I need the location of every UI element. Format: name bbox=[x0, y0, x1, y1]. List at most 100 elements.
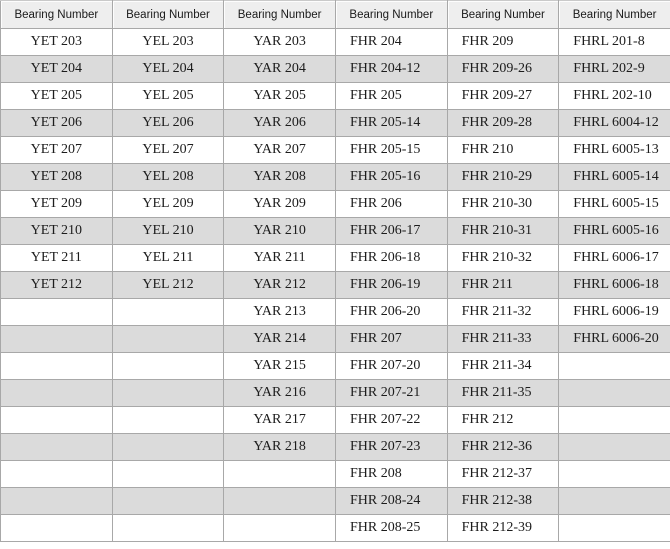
table-cell: FHR 210-29 bbox=[446, 163, 560, 191]
table-cell: FHR 207-23 bbox=[334, 433, 448, 461]
table-cell: FHRL 6005-13 bbox=[558, 136, 670, 164]
table-cell-empty bbox=[558, 433, 670, 461]
column-header-6: Bearing Number bbox=[558, 0, 670, 29]
table-cell-empty bbox=[111, 514, 225, 542]
table-row: YET 209 YEL 209 YAR 209 FHR 206 FHR 210-30 FH… bbox=[0, 190, 670, 218]
table-cell: FHR 207-21 bbox=[334, 379, 448, 407]
table-cell-empty bbox=[0, 379, 113, 407]
table-cell: YAR 215 bbox=[223, 352, 336, 380]
table-cell: YAR 204 bbox=[223, 55, 336, 83]
table-cell: YET 207 bbox=[0, 136, 113, 164]
table-cell: YAR 208 bbox=[223, 163, 336, 191]
table-cell: FHRL 6006-19 bbox=[558, 298, 670, 326]
table-cell-empty bbox=[558, 379, 670, 407]
table-cell-empty bbox=[223, 514, 336, 542]
table-cell-empty bbox=[558, 460, 670, 488]
table-row: YAR 215 FHR 207-20 FHR 211-34 bbox=[0, 352, 670, 380]
table-cell: FHR 205-15 bbox=[334, 136, 448, 164]
table-cell-empty bbox=[0, 325, 113, 353]
table-cell: FHR 207-22 bbox=[334, 406, 448, 434]
table-cell: FHR 204 bbox=[334, 28, 448, 56]
table-cell: FHR 211-33 bbox=[446, 325, 560, 353]
table-cell: FHR 212-37 bbox=[446, 460, 560, 488]
table-cell-empty bbox=[0, 460, 113, 488]
table-cell-empty bbox=[111, 379, 225, 407]
table-cell-empty bbox=[0, 352, 113, 380]
table-row: FHR 208-25 FHR 212-39 bbox=[0, 514, 670, 542]
table-cell: YAR 218 bbox=[223, 433, 336, 461]
table-cell: FHRL 202-9 bbox=[558, 55, 670, 83]
table-cell-empty bbox=[558, 487, 670, 515]
table-row: YET 211 YEL 211 YAR 211 FHR 206-18 FHR 210-3… bbox=[0, 244, 670, 272]
table-cell-empty bbox=[111, 298, 225, 326]
table-cell-empty bbox=[111, 352, 225, 380]
table-cell: FHR 212-38 bbox=[446, 487, 560, 515]
table-cell-empty bbox=[0, 514, 113, 542]
table-cell: FHR 210-32 bbox=[446, 244, 560, 272]
table-cell: YET 203 bbox=[0, 28, 113, 56]
table-cell-empty bbox=[558, 406, 670, 434]
table-cell: YAR 207 bbox=[223, 136, 336, 164]
table-cell: FHR 206-19 bbox=[334, 271, 448, 299]
table-cell: FHR 206-17 bbox=[334, 217, 448, 245]
table-cell: FHR 208 bbox=[334, 460, 448, 488]
table-cell: FHR 209-26 bbox=[446, 55, 560, 83]
table-cell: YET 206 bbox=[0, 109, 113, 137]
table-cell: FHR 209-27 bbox=[446, 82, 560, 110]
table-cell: YEL 208 bbox=[111, 163, 225, 191]
table-cell-empty bbox=[223, 487, 336, 515]
table-row: YET 204 YEL 204 YAR 204 FHR 204-12 FHR 209-2… bbox=[0, 55, 670, 83]
table-cell: FHR 208-24 bbox=[334, 487, 448, 515]
table-cell: FHR 211-32 bbox=[446, 298, 560, 326]
table-cell: YAR 214 bbox=[223, 325, 336, 353]
table-cell: YAR 217 bbox=[223, 406, 336, 434]
table-cell: FHRL 6006-17 bbox=[558, 244, 670, 272]
table-row: YET 208 YEL 208 YAR 208 FHR 205-16 FHR 210-2… bbox=[0, 163, 670, 191]
table-cell: FHR 210-30 bbox=[446, 190, 560, 218]
table-cell: YAR 213 bbox=[223, 298, 336, 326]
table-cell: YAR 211 bbox=[223, 244, 336, 272]
table-cell: YAR 209 bbox=[223, 190, 336, 218]
table-cell: FHR 204-12 bbox=[334, 55, 448, 83]
table-cell: FHR 210-31 bbox=[446, 217, 560, 245]
table-cell: YAR 205 bbox=[223, 82, 336, 110]
table-cell: YET 204 bbox=[0, 55, 113, 83]
table-cell: YEL 207 bbox=[111, 136, 225, 164]
table-row: YET 203 YEL 203 YAR 203 FHR 204 FHR 209 FHRL … bbox=[0, 28, 670, 56]
table-row: FHR 208-24 FHR 212-38 bbox=[0, 487, 670, 515]
table-cell: FHR 212 bbox=[446, 406, 560, 434]
table-cell: YEL 211 bbox=[111, 244, 225, 272]
table-cell: FHR 211-34 bbox=[446, 352, 560, 380]
column-header-5: Bearing Number bbox=[446, 0, 560, 29]
table-cell: YAR 203 bbox=[223, 28, 336, 56]
table-cell-empty bbox=[111, 487, 225, 515]
table-cell: YEL 212 bbox=[111, 271, 225, 299]
table-cell: FHRL 6005-14 bbox=[558, 163, 670, 191]
table-cell: FHRL 6006-20 bbox=[558, 325, 670, 353]
table-cell: YET 208 bbox=[0, 163, 113, 191]
header-row: Bearing Number Bearing Number Bearing Nu… bbox=[0, 0, 670, 29]
table-cell: YET 210 bbox=[0, 217, 113, 245]
table-body: YET 203 YEL 203 YAR 203 FHR 204 FHR 209 FHRL … bbox=[0, 28, 670, 542]
table-cell-empty bbox=[558, 352, 670, 380]
table-cell: FHRL 201-8 bbox=[558, 28, 670, 56]
table-cell: FHR 210 bbox=[446, 136, 560, 164]
table-cell: YEL 209 bbox=[111, 190, 225, 218]
table-cell-empty bbox=[111, 460, 225, 488]
table-cell: FHR 207 bbox=[334, 325, 448, 353]
table-cell: FHR 206 bbox=[334, 190, 448, 218]
table-cell: FHR 205 bbox=[334, 82, 448, 110]
table-cell: FHR 209-28 bbox=[446, 109, 560, 137]
table-cell: FHR 206-20 bbox=[334, 298, 448, 326]
table-cell: FHRL 202-10 bbox=[558, 82, 670, 110]
table-row: YET 212 YEL 212 YAR 212 FHR 206-19 FHR 211 FH… bbox=[0, 271, 670, 299]
table-row: YAR 216 FHR 207-21 FHR 211-35 bbox=[0, 379, 670, 407]
table-cell: YEL 204 bbox=[111, 55, 225, 83]
table-row: FHR 208 FHR 212-37 bbox=[0, 460, 670, 488]
table-cell: YEL 210 bbox=[111, 217, 225, 245]
table-cell: YET 205 bbox=[0, 82, 113, 110]
table-cell: YAR 212 bbox=[223, 271, 336, 299]
table-row: YET 205 YEL 205 YAR 205 FHR 205 FHR 209-27 FH… bbox=[0, 82, 670, 110]
table-cell: FHR 212-36 bbox=[446, 433, 560, 461]
